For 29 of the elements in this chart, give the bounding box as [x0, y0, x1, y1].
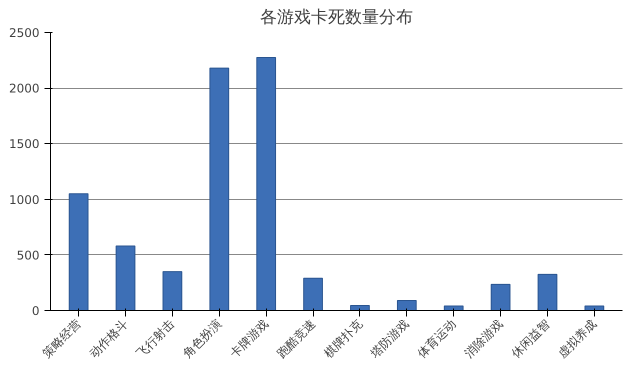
bar [256, 57, 276, 310]
x-tick-label: 消除游戏 [462, 316, 506, 360]
y-tick-label: 2000 [8, 82, 40, 96]
x-tick-label: 卡牌游戏 [227, 316, 272, 360]
y-tick-label: 0 [32, 304, 40, 318]
y-tick-label: 1500 [8, 137, 40, 152]
bar [538, 274, 558, 310]
x-tick-label: 跑酷竞速 [274, 316, 318, 360]
x-tick-label: 休闲益智 [508, 316, 552, 360]
y-tick-label: 500 [16, 248, 40, 262]
bar [490, 284, 510, 310]
x-tick-label: 动作格斗 [86, 316, 130, 360]
x-tick-label: 飞行射击 [134, 316, 178, 360]
y-tick-label: 1000 [8, 192, 40, 207]
bar [162, 271, 182, 310]
x-tick-label: 体育运动 [414, 316, 459, 360]
bar [116, 246, 136, 310]
x-tick-label: 塔防游戏 [367, 316, 412, 362]
bar [350, 304, 370, 310]
bar [303, 278, 323, 310]
x-tick-label: 棋牌扑克 [321, 316, 365, 360]
x-tick-label: 角色扮演 [180, 316, 224, 360]
bar [396, 300, 417, 310]
x-tick-label: 策略经营 [40, 316, 84, 360]
chart-title: 各游戏卡死数量分布 [260, 8, 413, 28]
x-tick-label: 虚拟养成 [555, 316, 600, 360]
y-tick-label: 2500 [8, 26, 40, 40]
bar [209, 68, 230, 310]
bar [68, 193, 89, 310]
